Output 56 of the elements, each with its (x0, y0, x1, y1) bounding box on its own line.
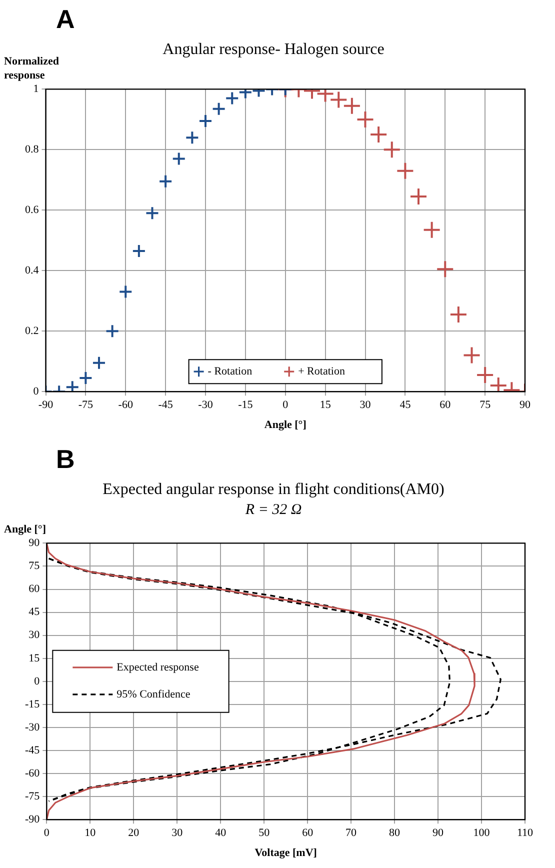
y-tick-label: 0.6 (25, 204, 40, 216)
y-tick-label: 0 (34, 675, 40, 688)
x-tick-label: 70 (346, 827, 358, 840)
x-tick-label: 110 (516, 827, 534, 840)
x-tick-label: 0 (44, 827, 50, 840)
x-axis-title: Angle [°] (264, 419, 306, 432)
x-tick-label: 0 (282, 399, 289, 412)
x-tick-label: 45 (400, 399, 412, 412)
x-tick-label: 30 (172, 827, 184, 840)
x-tick-label: 90 (432, 827, 444, 840)
x-tick-label: 75 (480, 399, 492, 412)
y-tick-label: 0 (33, 385, 40, 398)
x-tick-label: 50 (258, 827, 270, 840)
legend-label: + Rotation (298, 365, 346, 378)
y-tick-label: 75 (28, 560, 40, 572)
y-tick-label: 1 (33, 83, 39, 96)
y-axis-title: Normalized response (4, 56, 59, 82)
x-tick-label: -75 (78, 399, 94, 412)
x-tick-label: 60 (440, 399, 452, 412)
x-tick-label: 80 (389, 827, 401, 840)
y-tick-label: 60 (28, 583, 40, 596)
x-tick-label: -15 (238, 399, 254, 412)
y-tick-label: -30 (24, 721, 40, 734)
y-tick-label: 0.8 (25, 144, 40, 156)
x-tick-label: 10 (84, 827, 96, 840)
x-tick-label: 15 (320, 399, 332, 412)
x-tick-label: -30 (198, 399, 214, 412)
legend-label: - Rotation (208, 365, 253, 378)
x-tick-label: 30 (360, 399, 372, 412)
x-tick-label: -60 (118, 399, 134, 412)
x-tick-label: 100 (473, 827, 490, 840)
y-tick-label: 45 (28, 606, 40, 618)
y-tick-label: -90 (24, 813, 40, 826)
chart-subtitle: R = 32 Ω (244, 502, 302, 518)
y-tick-label: 90 (28, 537, 40, 550)
x-tick-label: 20 (128, 827, 140, 840)
chart-title: Expected angular response in flight conditions(AM0) (102, 480, 444, 498)
x-tick-label: 60 (302, 827, 314, 840)
y-tick-label: 0.4 (25, 264, 40, 277)
text: B (56, 444, 75, 474)
y-tick-label: 0.2 (25, 325, 39, 338)
y-tick-label: -45 (24, 744, 40, 756)
legend-label: Expected response (116, 661, 199, 674)
legend-label: 95% Confidence (116, 688, 190, 700)
text: A (56, 4, 75, 34)
y-tick-label: 30 (28, 629, 40, 642)
x-tick-label: 40 (215, 827, 227, 840)
y-tick-label: -60 (24, 767, 40, 780)
x-tick-label: -45 (158, 399, 174, 412)
chart-title: Angular response- Halogen source (162, 40, 384, 58)
y-tick-label: -75 (24, 790, 40, 802)
y-axis-title: Angle [°] (4, 524, 46, 536)
x-tick-label: 90 (520, 399, 531, 412)
x-axis-title: Voltage [mV] (254, 847, 317, 860)
y-tick-label: 15 (28, 652, 40, 664)
y-tick-label: -15 (24, 698, 40, 710)
